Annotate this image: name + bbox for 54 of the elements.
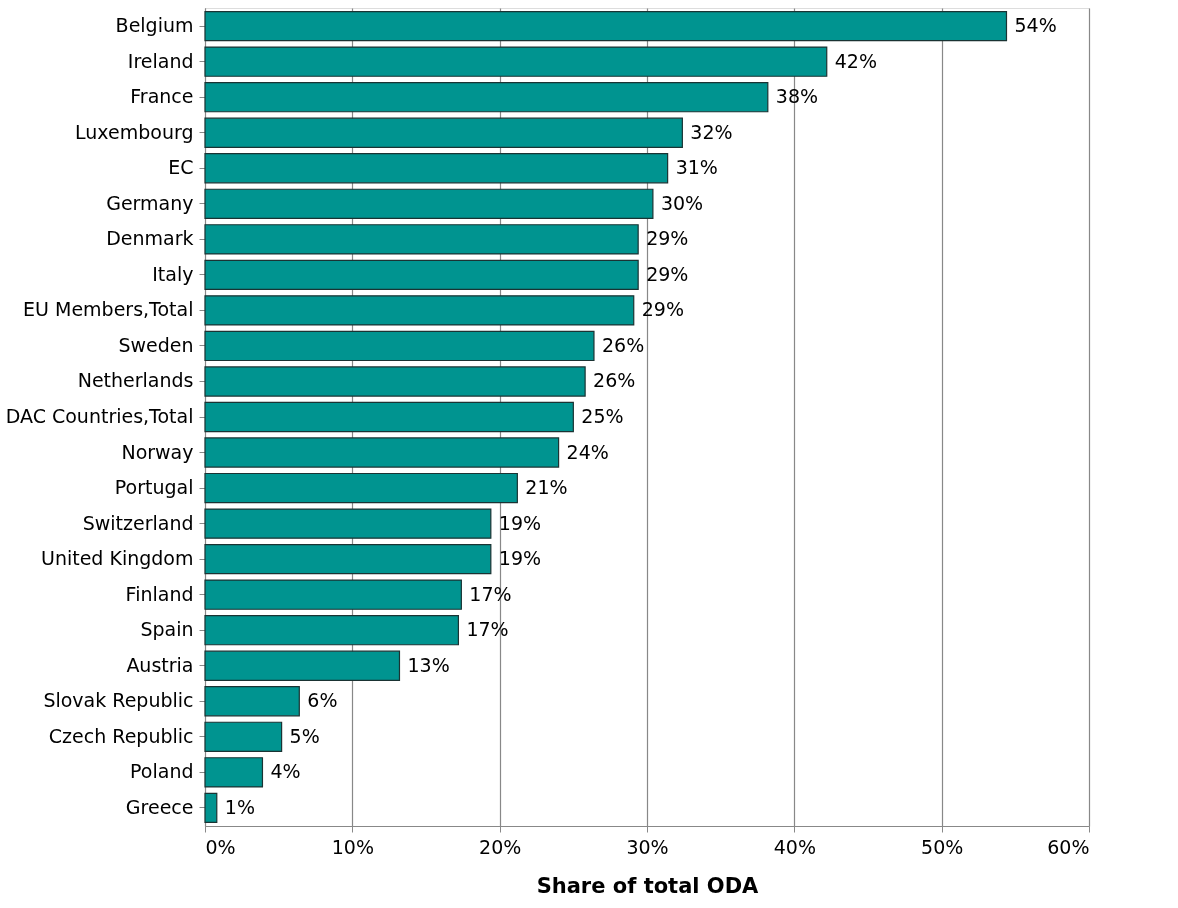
y-tick-label: Netherlands bbox=[77, 369, 194, 392]
y-tick-label: France bbox=[130, 85, 194, 108]
data-label: 54% bbox=[1014, 14, 1057, 37]
y-tick-label: Czech Republic bbox=[48, 724, 194, 747]
data-label: 29% bbox=[641, 298, 684, 321]
y-tick-label: Switzerland bbox=[82, 511, 194, 534]
data-label: 21% bbox=[525, 476, 568, 499]
x-tick-label: 60% bbox=[1047, 835, 1090, 858]
data-label: 19% bbox=[498, 511, 542, 534]
data-label: 19% bbox=[498, 547, 542, 570]
y-tick-label: Belgium bbox=[115, 14, 194, 37]
data-label: 17% bbox=[469, 582, 512, 605]
y-tick-label: Luxembourg bbox=[75, 120, 194, 143]
data-label: 32% bbox=[690, 120, 733, 143]
x-tick-label: 10% bbox=[331, 835, 374, 858]
x-tick-label: 0% bbox=[205, 835, 236, 858]
y-tick-label: Slovak Republic bbox=[43, 689, 194, 712]
data-label: 30% bbox=[660, 191, 704, 214]
data-label: 5% bbox=[289, 724, 320, 747]
y-tick-label: Sweden bbox=[118, 333, 194, 356]
data-label: 42% bbox=[834, 49, 877, 72]
y-tick-label: Spain bbox=[140, 618, 194, 641]
y-tick-label: Finland bbox=[125, 582, 194, 605]
y-tick-label: Italy bbox=[152, 262, 194, 285]
y-tick-label: Poland bbox=[130, 760, 194, 783]
y-tick-label: Norway bbox=[121, 440, 194, 463]
data-label: 13% bbox=[407, 653, 450, 676]
x-axis-title: Share of total ODA bbox=[536, 873, 760, 898]
x-tick-label: 40% bbox=[773, 835, 816, 858]
data-label: 29% bbox=[646, 262, 689, 285]
y-tick-label: Germany bbox=[106, 191, 194, 214]
x-tick-label: 20% bbox=[479, 835, 522, 858]
y-tick-label: Ireland bbox=[127, 49, 194, 72]
y-tick-label: Portugal bbox=[114, 476, 194, 499]
data-label: 26% bbox=[601, 333, 645, 356]
data-label: 1% bbox=[224, 795, 255, 818]
y-tick-label: United Kingdom bbox=[40, 547, 194, 570]
data-label: 26% bbox=[593, 369, 636, 392]
data-label: 25% bbox=[581, 405, 624, 427]
y-tick-label: Austria bbox=[126, 653, 194, 676]
x-tick-label: 30% bbox=[626, 835, 669, 858]
y-tick-label: Denmark bbox=[106, 227, 194, 250]
data-label: 29% bbox=[646, 227, 689, 250]
data-label: 4% bbox=[270, 760, 301, 783]
y-tick-label: EU Members,Total bbox=[23, 298, 194, 321]
data-label: 24% bbox=[566, 440, 609, 463]
data-label: 31% bbox=[675, 156, 718, 179]
x-tick-label: 50% bbox=[921, 835, 964, 858]
y-tick-label: EC bbox=[168, 156, 194, 179]
data-label: 17% bbox=[466, 618, 509, 641]
y-tick-label: DAC Countries,Total bbox=[5, 405, 194, 427]
y-tick-label: Greece bbox=[125, 795, 194, 818]
data-label: 38% bbox=[775, 85, 819, 108]
data-label: 6% bbox=[307, 689, 338, 712]
